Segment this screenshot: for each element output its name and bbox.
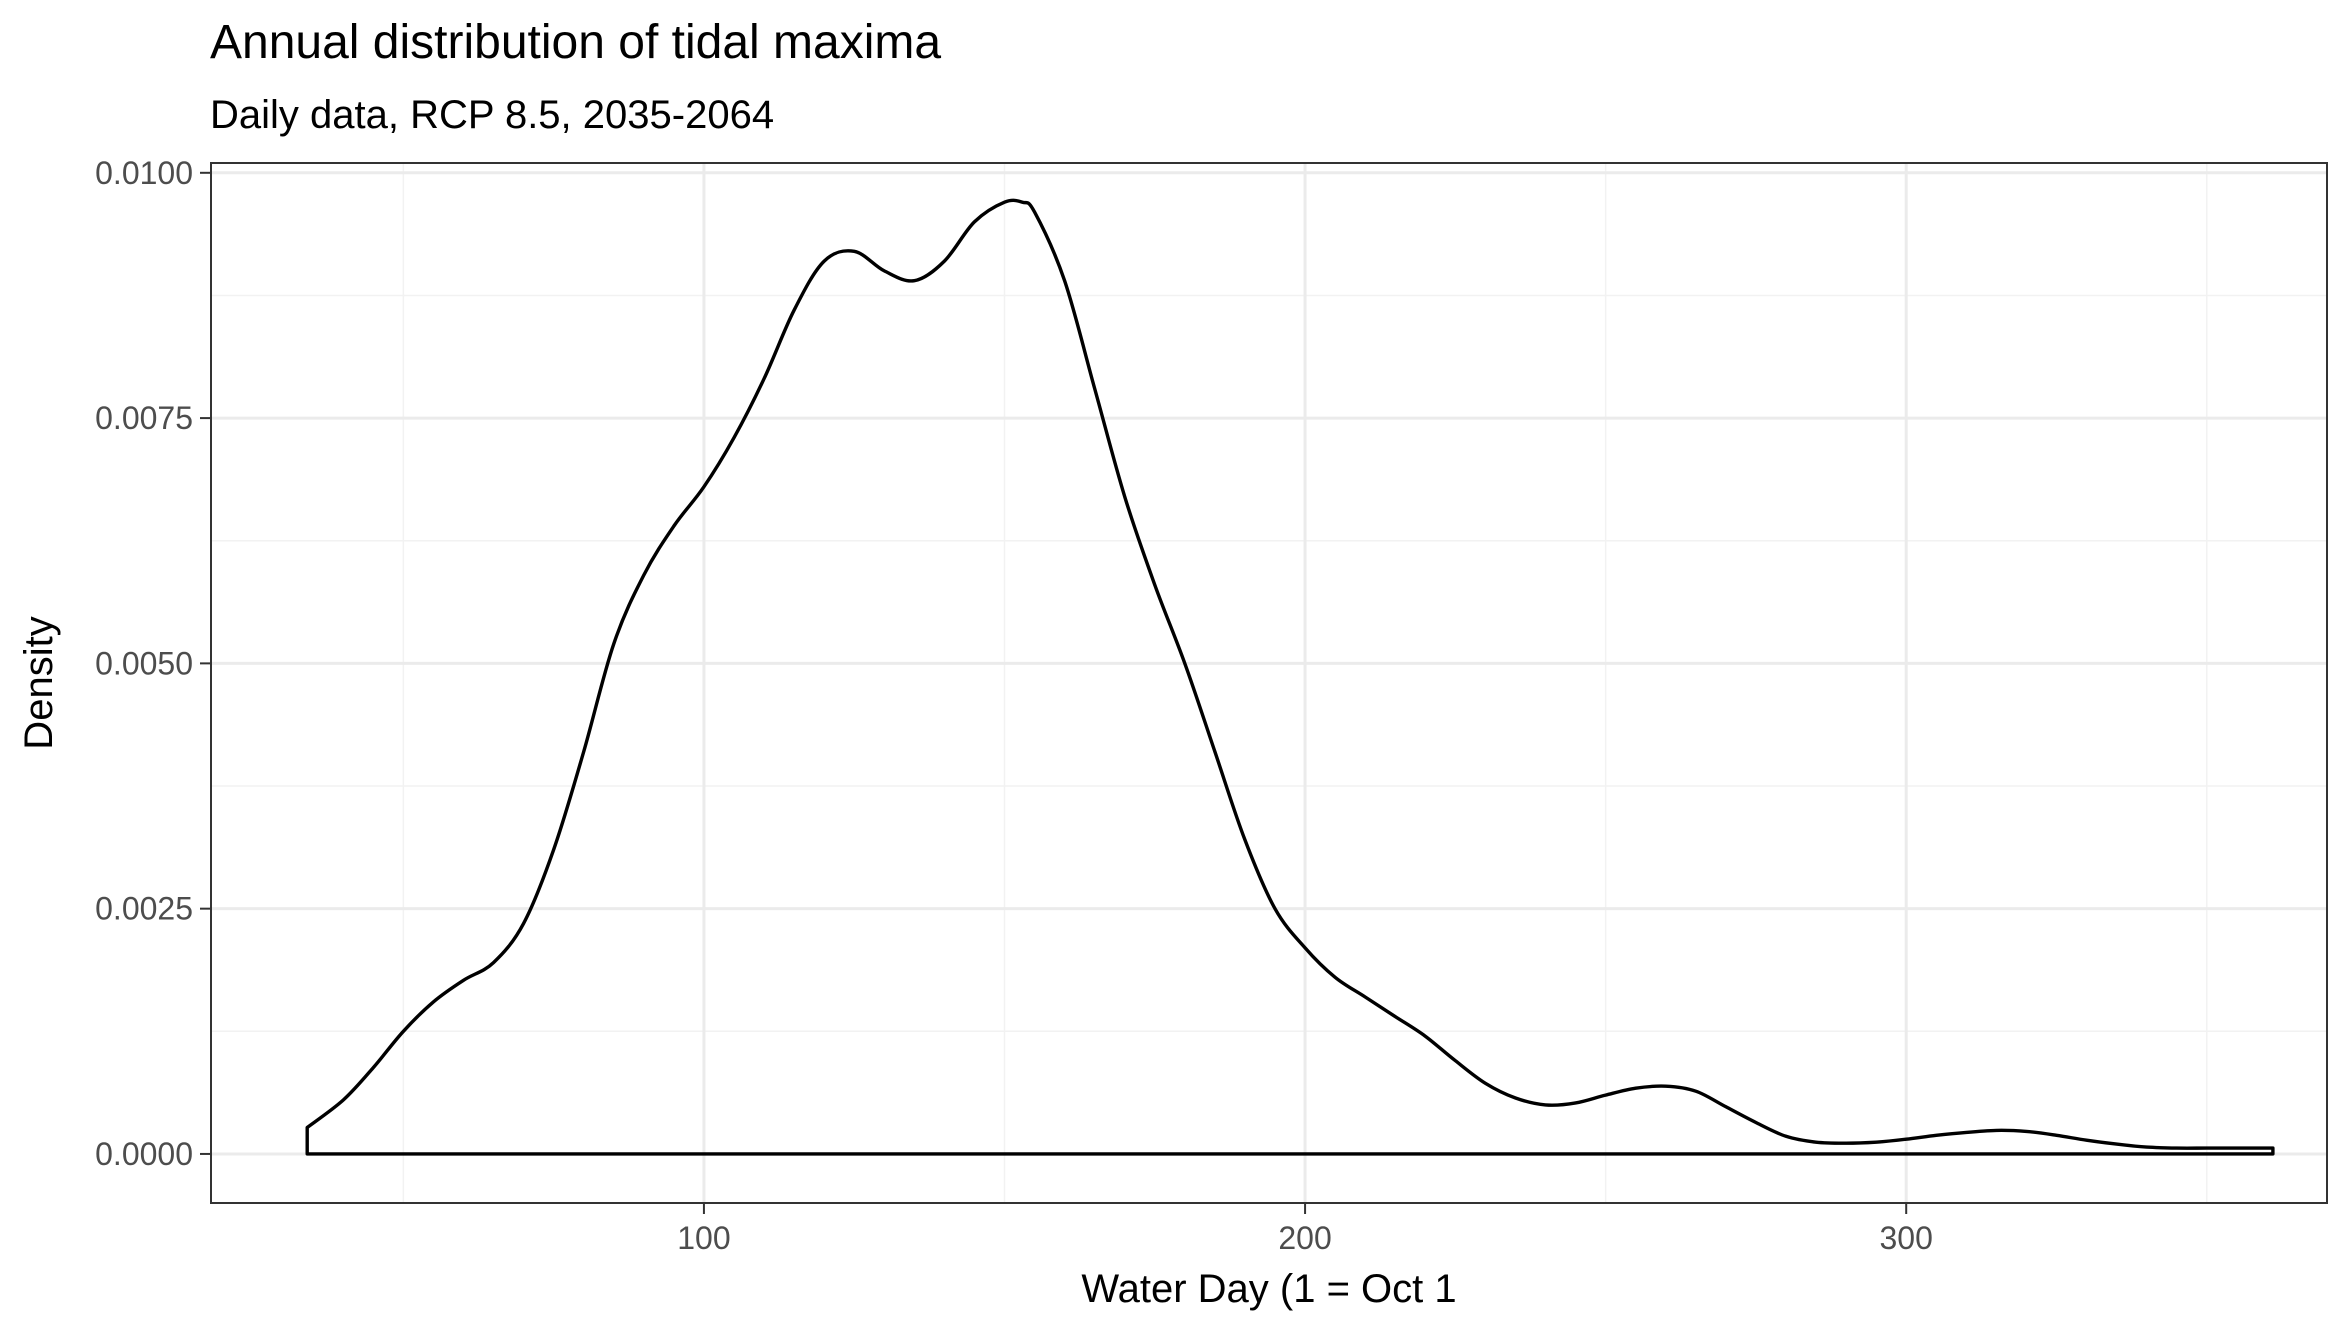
y-tick-label: 0.0000 <box>95 1136 193 1172</box>
y-tick-label: 0.0025 <box>95 891 193 927</box>
minor-gridlines <box>211 163 2327 1203</box>
x-axis-title: Water Day (1 = Oct 1 <box>1081 1267 1456 1311</box>
x-axis: 100 200 300 <box>677 1203 1933 1256</box>
chart-title: Annual distribution of tidal maxima <box>210 16 941 69</box>
x-tick-label: 300 <box>1880 1220 1933 1256</box>
y-tick-label: 0.0075 <box>95 400 193 436</box>
plot-panel-background <box>211 163 2327 1203</box>
x-tick-label: 100 <box>677 1220 730 1256</box>
chart-subtitle: Daily data, RCP 8.5, 2035-2064 <box>210 93 774 137</box>
density-curve <box>305 198 2275 1156</box>
x-tick-label: 200 <box>1278 1220 1331 1256</box>
y-axis-title: Density <box>17 616 61 749</box>
y-tick-label: 0.0050 <box>95 645 193 681</box>
plot-panel-border <box>210 162 2328 1204</box>
y-axis: 0.0000 0.0025 0.0050 0.0075 0.0100 <box>95 155 211 1172</box>
y-tick-label: 0.0100 <box>95 155 193 191</box>
